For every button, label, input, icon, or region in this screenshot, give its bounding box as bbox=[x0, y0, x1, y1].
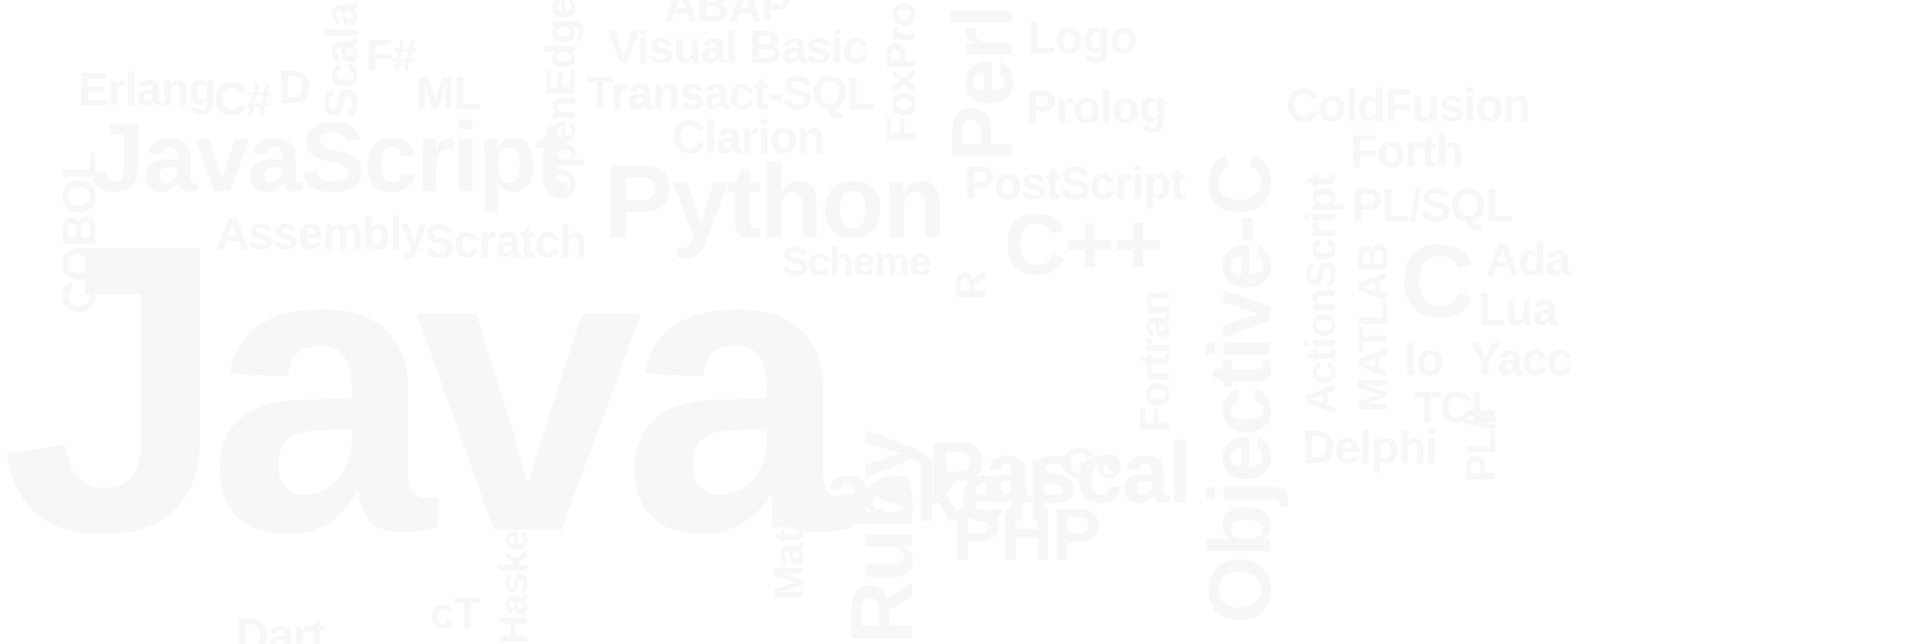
word-foxpro: FoxPro bbox=[877, 2, 924, 142]
word-openedge: OpenEdge bbox=[537, 0, 584, 200]
word-haskell-small: Haskell bbox=[492, 509, 536, 644]
word-coldfusion: ColdFusion bbox=[1286, 79, 1531, 131]
word-javascript: JavaScript bbox=[90, 102, 568, 212]
word-cpp: C++ bbox=[1004, 197, 1163, 293]
word-io: Io bbox=[1404, 333, 1444, 385]
word-assembly: Assembly bbox=[216, 207, 427, 259]
word-erlang: Erlang bbox=[78, 63, 217, 115]
word-transact-sql: Transact-SQL bbox=[586, 67, 875, 119]
word-matlab: MATLAB bbox=[1349, 242, 1396, 412]
word-visual-basic: Visual Basic bbox=[608, 21, 868, 73]
word-clarion: Clarion bbox=[672, 111, 825, 163]
word-tcl: TCL bbox=[1414, 383, 1498, 432]
word-r: R bbox=[947, 270, 994, 301]
word-haskell: Haskell bbox=[766, 445, 1050, 539]
word-pascal: Pascal bbox=[928, 425, 1192, 521]
word-scala: Scala bbox=[315, 2, 367, 118]
word-perl: Perl bbox=[935, 6, 1031, 162]
word-mathematica: Mathematica bbox=[765, 354, 812, 600]
word-ct: cT bbox=[430, 589, 480, 638]
word-java: Java bbox=[0, 159, 851, 617]
word-ruby: Ruby bbox=[832, 431, 931, 644]
word-scratch: Scratch bbox=[424, 215, 587, 267]
word-dart: Dart bbox=[236, 609, 325, 644]
word-php: PHP bbox=[952, 493, 1101, 576]
word-pl-i: PL/I bbox=[1457, 408, 1504, 482]
word-c: C bbox=[1400, 224, 1475, 340]
word-scheme: Scheme bbox=[782, 240, 931, 284]
word-prolog: Prolog bbox=[1026, 81, 1167, 133]
word-abap: ABAP bbox=[664, 0, 792, 31]
word-cobol: COBOL bbox=[53, 152, 105, 315]
word-python: Python bbox=[604, 144, 946, 260]
word-ada: Ada bbox=[1486, 233, 1571, 285]
word-go: Go bbox=[1062, 439, 1122, 488]
word-ml: ML bbox=[416, 67, 481, 119]
word-d: D bbox=[278, 61, 311, 113]
word-yacc: Yacc bbox=[1470, 333, 1572, 385]
word-logo: Logo bbox=[1028, 11, 1138, 63]
word-fortran: Fortran bbox=[1131, 290, 1178, 432]
word-forth: Forth bbox=[1350, 125, 1464, 177]
word-fsharp: F# bbox=[366, 31, 416, 80]
word-postscript: PostScript bbox=[964, 157, 1186, 209]
word-delphi: Delphi bbox=[1302, 421, 1438, 473]
word-lua: Lua bbox=[1478, 283, 1558, 335]
word-pl-sql: PL/SQL bbox=[1352, 179, 1514, 231]
word-objective-c: Objective-C bbox=[1190, 154, 1289, 624]
word-csharp: C# bbox=[214, 73, 272, 125]
word-actionscript: ActionScript bbox=[1297, 174, 1344, 414]
